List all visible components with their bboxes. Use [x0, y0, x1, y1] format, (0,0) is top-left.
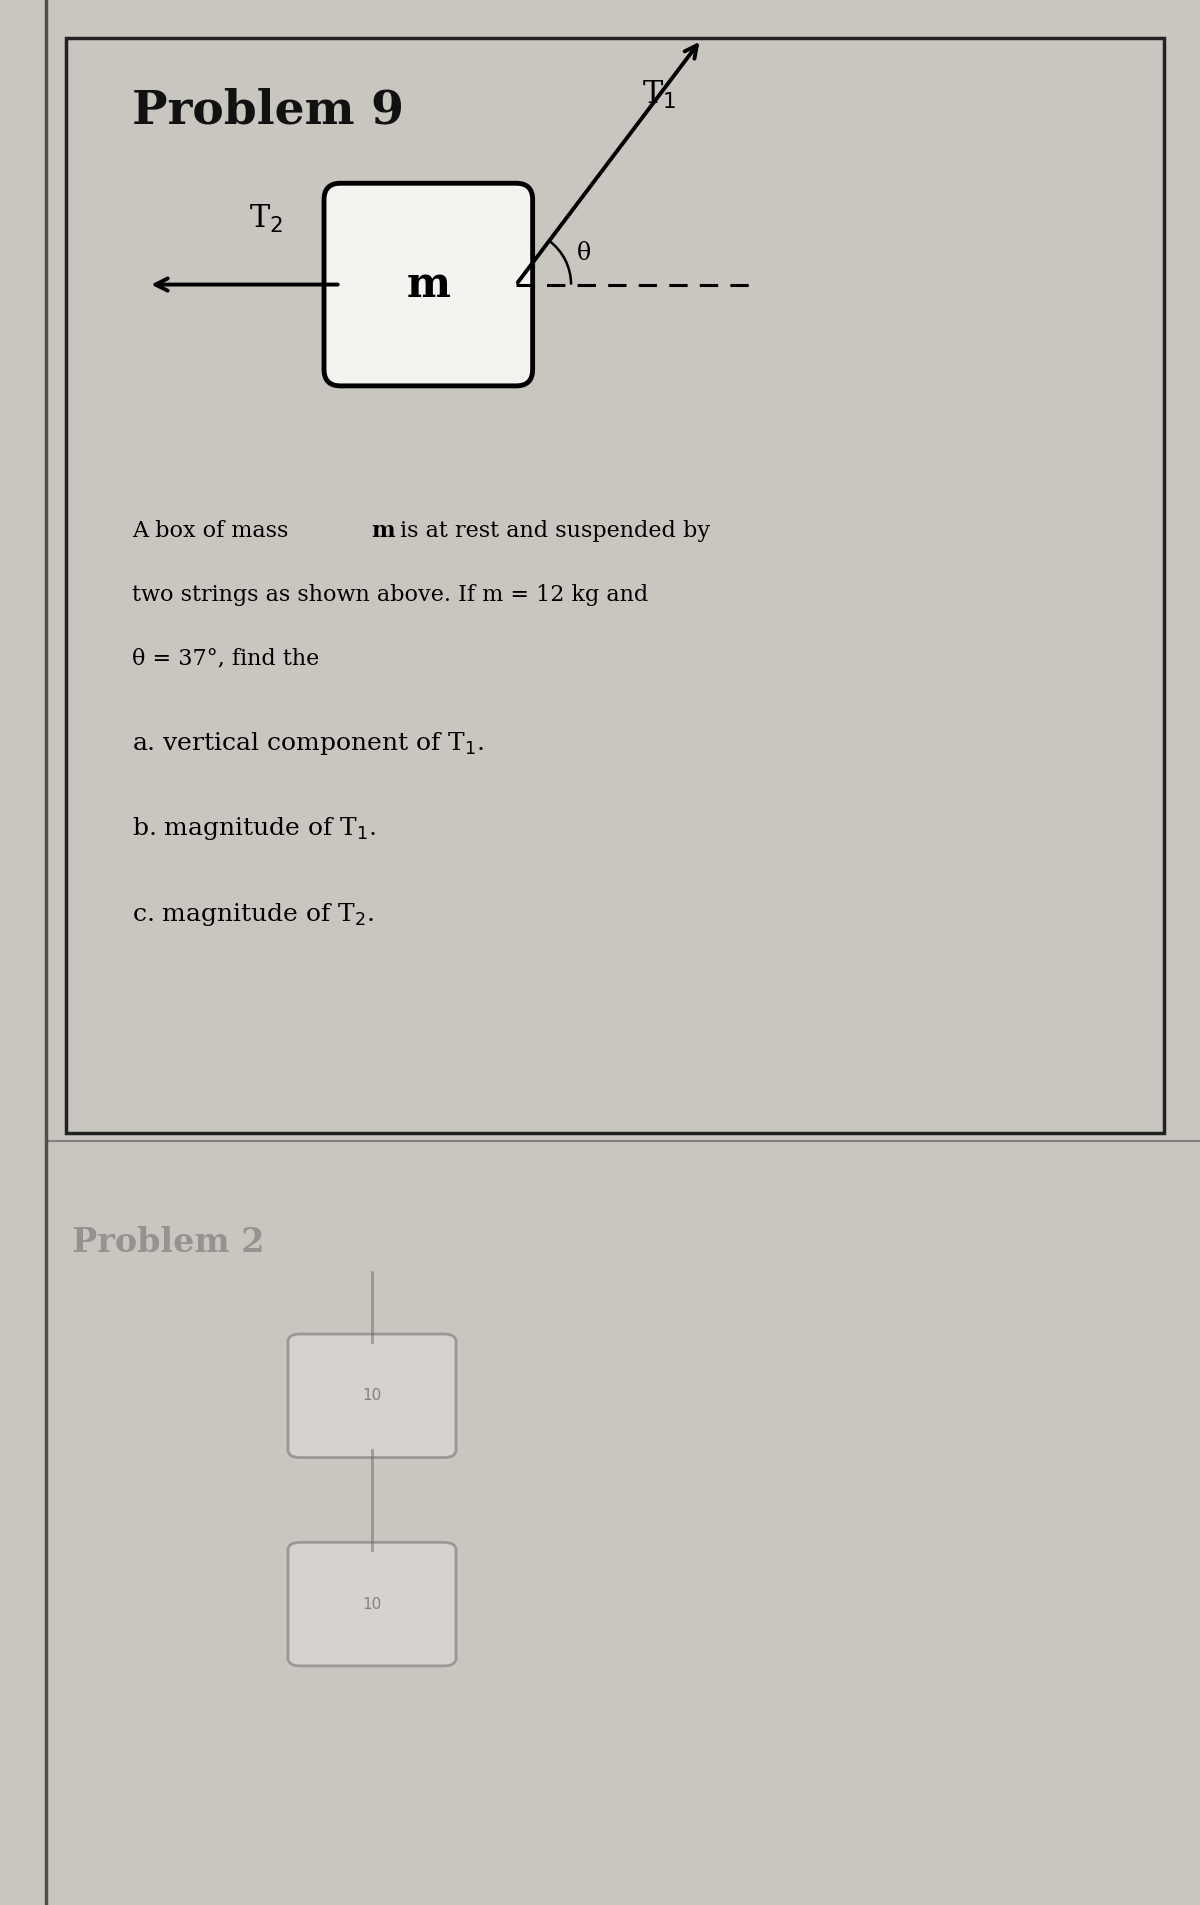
Text: 10: 10 — [362, 1596, 382, 1612]
Text: 10: 10 — [362, 1389, 382, 1404]
Text: θ: θ — [576, 242, 590, 265]
Text: a. vertical component of T$_1$.: a. vertical component of T$_1$. — [132, 730, 484, 756]
Text: A box of mass: A box of mass — [132, 520, 295, 543]
Text: is at rest and suspended by: is at rest and suspended by — [394, 520, 710, 543]
FancyBboxPatch shape — [324, 183, 533, 387]
Text: m: m — [371, 520, 395, 543]
Text: m: m — [407, 263, 450, 305]
Text: two strings as shown above. If m = 12 kg and: two strings as shown above. If m = 12 kg… — [132, 583, 648, 606]
Text: θ = 37°, find the: θ = 37°, find the — [132, 648, 319, 669]
FancyBboxPatch shape — [288, 1334, 456, 1457]
Text: Problem 9: Problem 9 — [132, 88, 404, 133]
FancyBboxPatch shape — [288, 1543, 456, 1665]
Text: c. magnitude of T$_2$.: c. magnitude of T$_2$. — [132, 901, 374, 928]
Text: T$_1$: T$_1$ — [642, 78, 676, 110]
Text: b. magnitude of T$_1$.: b. magnitude of T$_1$. — [132, 815, 376, 842]
Text: Problem 2: Problem 2 — [72, 1227, 264, 1259]
Text: T$_2$: T$_2$ — [250, 204, 283, 234]
